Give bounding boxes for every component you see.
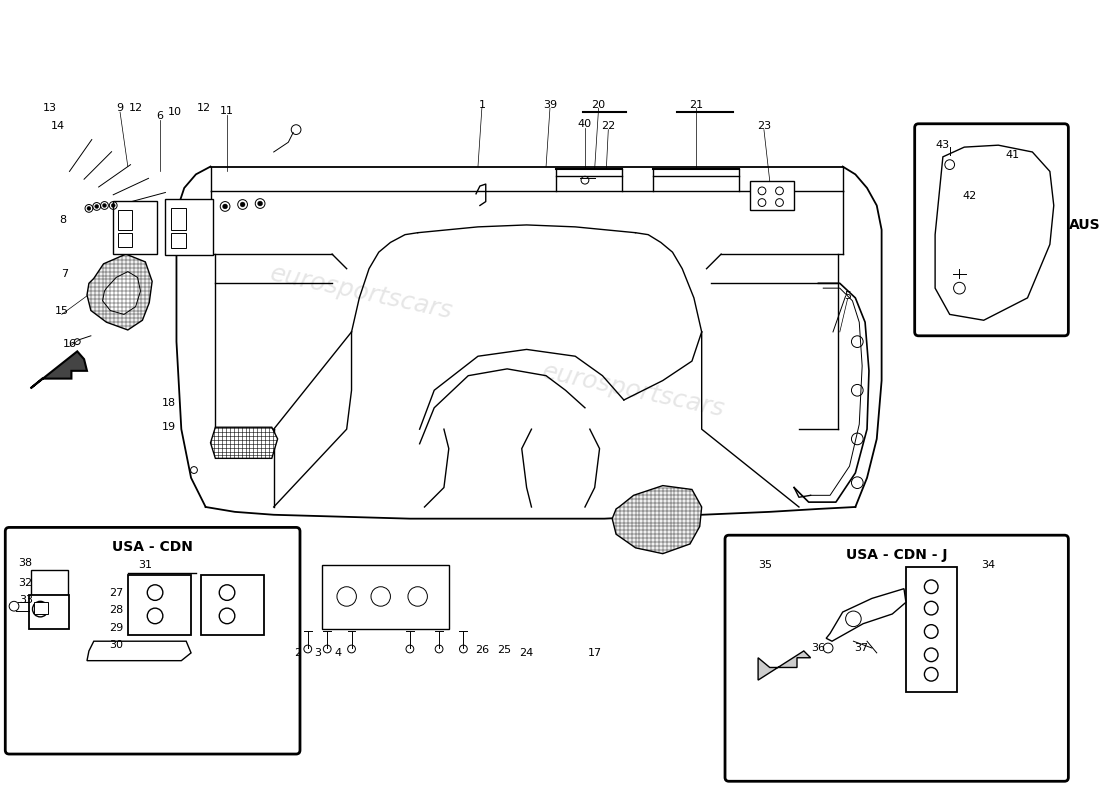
Bar [34, 602, 48, 614]
Polygon shape [87, 254, 152, 330]
Text: 1: 1 [478, 100, 485, 110]
Text: 34: 34 [981, 560, 996, 570]
Text: 24: 24 [519, 648, 534, 658]
Text: 3: 3 [314, 648, 321, 658]
Text: 30: 30 [109, 640, 123, 650]
Text: 23: 23 [757, 121, 771, 130]
Text: 31: 31 [139, 560, 152, 570]
Text: 8: 8 [59, 215, 66, 225]
Text: USA - CDN - J: USA - CDN - J [846, 548, 947, 562]
FancyBboxPatch shape [915, 124, 1068, 336]
Bar [31, 570, 67, 594]
Bar [118, 210, 132, 230]
Text: 5: 5 [844, 291, 851, 301]
Text: 36: 36 [812, 643, 825, 653]
Text: 38: 38 [19, 558, 33, 569]
Circle shape [111, 203, 116, 207]
Text: 4: 4 [334, 648, 341, 658]
Text: 42: 42 [962, 190, 977, 201]
Bar [165, 198, 213, 255]
Text: 12: 12 [197, 103, 211, 114]
Bar [170, 208, 186, 230]
Bar [29, 594, 69, 629]
Text: 11: 11 [220, 106, 234, 116]
Bar [113, 201, 157, 254]
Text: 39: 39 [543, 100, 557, 110]
Text: 22: 22 [602, 121, 615, 130]
Text: 19: 19 [162, 422, 176, 432]
Text: 43: 43 [936, 140, 950, 150]
Bar [322, 566, 449, 629]
FancyBboxPatch shape [725, 535, 1068, 782]
Text: 2: 2 [295, 648, 301, 658]
Text: 13: 13 [43, 103, 57, 114]
Text: 18: 18 [162, 398, 176, 408]
Text: 29: 29 [109, 622, 123, 633]
Text: 35: 35 [758, 560, 772, 570]
Text: 12: 12 [129, 103, 143, 114]
Text: 28: 28 [109, 605, 123, 615]
Circle shape [87, 206, 91, 210]
Text: 33: 33 [19, 595, 33, 606]
Bar [201, 575, 264, 635]
Circle shape [240, 202, 245, 207]
Bar [128, 575, 191, 635]
Polygon shape [210, 427, 277, 458]
Text: 41: 41 [1005, 150, 1020, 160]
Text: 14: 14 [51, 121, 65, 130]
Bar [170, 233, 186, 248]
Text: 7: 7 [60, 269, 68, 278]
Bar [750, 181, 794, 210]
Text: 27: 27 [109, 587, 123, 598]
Circle shape [102, 203, 107, 207]
Text: 37: 37 [854, 643, 868, 653]
Circle shape [222, 204, 228, 209]
Text: USA - CDN: USA - CDN [112, 540, 194, 554]
Bar [118, 233, 132, 247]
Text: 6: 6 [156, 111, 164, 121]
Polygon shape [87, 642, 191, 661]
Circle shape [257, 201, 263, 206]
Text: 17: 17 [587, 648, 602, 658]
FancyBboxPatch shape [6, 527, 300, 754]
Text: 40: 40 [578, 118, 592, 129]
Polygon shape [826, 589, 906, 642]
Text: AUS: AUS [1069, 218, 1100, 232]
Text: eurosportscars: eurosportscars [540, 359, 727, 422]
Text: 15: 15 [55, 306, 68, 315]
Polygon shape [102, 272, 141, 314]
Text: 9: 9 [117, 103, 123, 114]
Text: 16: 16 [63, 338, 77, 349]
Bar [906, 567, 957, 692]
Text: 25: 25 [497, 645, 512, 655]
Polygon shape [613, 486, 702, 554]
Text: 20: 20 [592, 100, 606, 110]
Circle shape [95, 205, 99, 208]
Text: 21: 21 [689, 100, 703, 110]
Polygon shape [935, 145, 1054, 320]
Text: 32: 32 [19, 578, 33, 588]
Text: eurosportscars: eurosportscars [267, 262, 454, 324]
Polygon shape [31, 351, 87, 388]
Text: 26: 26 [475, 645, 488, 655]
Text: 10: 10 [167, 107, 182, 117]
Polygon shape [758, 651, 811, 680]
